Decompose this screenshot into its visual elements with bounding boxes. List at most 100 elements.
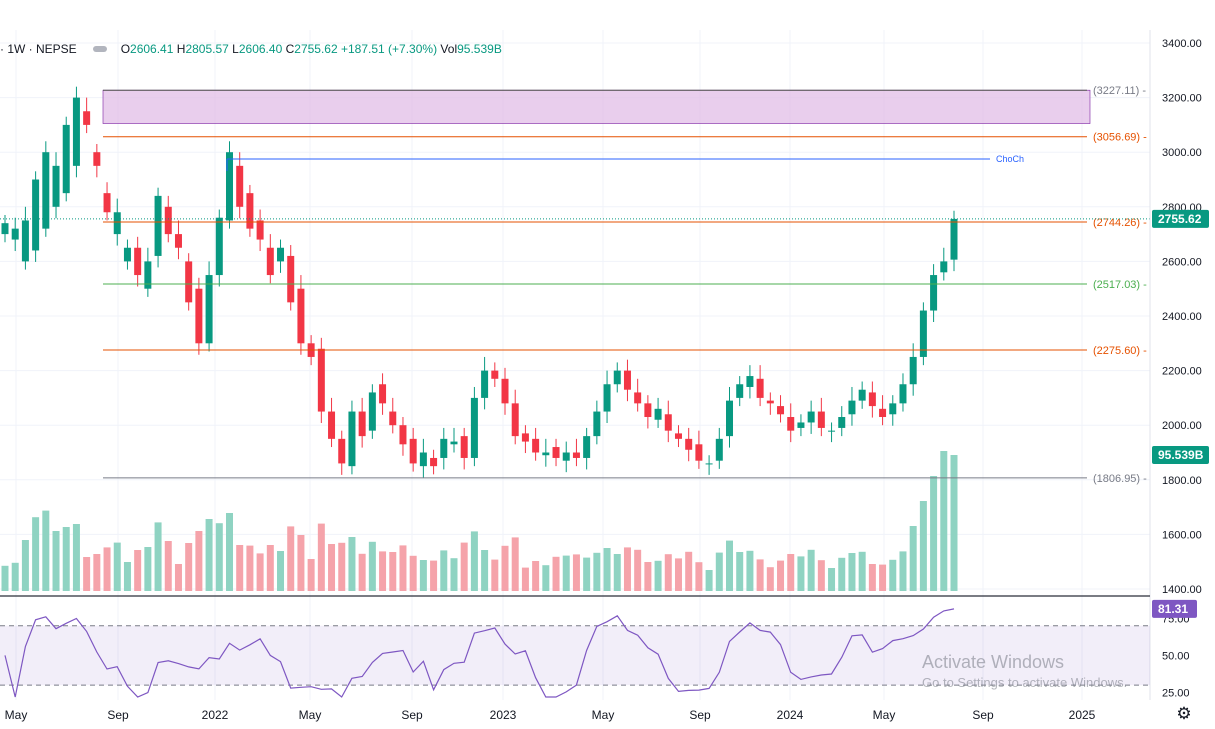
candle-body[interactable] <box>246 193 254 229</box>
candle-body[interactable] <box>511 403 519 437</box>
candle-body[interactable] <box>470 397 478 458</box>
candle-body[interactable] <box>481 370 489 398</box>
candle-body[interactable] <box>205 275 213 344</box>
candle-body[interactable] <box>266 247 274 276</box>
candle-body[interactable] <box>919 310 927 357</box>
candle-body[interactable] <box>838 417 846 428</box>
time-axis[interactable]: May Sep 2022 May Sep 2023 May Sep 2024 May Sep 2025 <box>5 708 1096 722</box>
candlestick-series[interactable] <box>1 86 958 478</box>
candle-body[interactable] <box>746 376 754 387</box>
symbol-label[interactable]: · 1W · NEPSE <box>0 42 77 56</box>
candle-body[interactable] <box>11 228 19 240</box>
candle-body[interactable] <box>879 408 887 418</box>
candle-body[interactable] <box>848 400 856 415</box>
candle-body[interactable] <box>460 436 468 458</box>
candle-body[interactable] <box>1 223 9 235</box>
candle-body[interactable] <box>21 220 29 262</box>
candle-body[interactable] <box>440 438 448 458</box>
candle-body[interactable] <box>787 417 795 431</box>
candle-body[interactable] <box>756 378 764 398</box>
candle-body[interactable] <box>521 433 529 442</box>
candle-body[interactable] <box>409 438 417 464</box>
candle-body[interactable] <box>215 217 223 276</box>
candle-body[interactable] <box>154 195 162 256</box>
candle-body[interactable] <box>695 444 703 461</box>
collapse-pill-icon[interactable] <box>92 46 107 53</box>
candle-body[interactable] <box>368 392 376 431</box>
candle-body[interactable] <box>817 411 825 428</box>
candle-body[interactable] <box>93 152 101 166</box>
candle-body[interactable] <box>950 218 958 260</box>
candle-body[interactable] <box>501 378 509 404</box>
candle-body[interactable] <box>277 247 285 262</box>
candle-body[interactable] <box>144 261 152 289</box>
candle-body[interactable] <box>583 436 591 458</box>
candle-body[interactable] <box>358 411 366 437</box>
candle-body[interactable] <box>32 179 40 251</box>
candle-body[interactable] <box>613 370 621 385</box>
candle-body[interactable] <box>766 400 774 404</box>
candle-body[interactable] <box>542 452 550 456</box>
candle-body[interactable] <box>328 411 336 439</box>
candle-body[interactable] <box>674 433 682 439</box>
candle-body[interactable] <box>297 288 305 344</box>
candle-body[interactable] <box>797 422 805 428</box>
last-price-badge[interactable] <box>1152 209 1209 228</box>
candle-body[interactable] <box>685 438 693 450</box>
candle-body[interactable] <box>623 370 631 390</box>
candle-body[interactable] <box>828 430 836 432</box>
candle-body[interactable] <box>379 384 387 404</box>
candle-body[interactable] <box>644 403 652 418</box>
candle-body[interactable] <box>705 463 713 465</box>
candle-body[interactable] <box>72 97 80 166</box>
candle-body[interactable] <box>654 408 662 420</box>
candle-body[interactable] <box>348 411 356 467</box>
candle-body[interactable] <box>491 370 499 379</box>
candle-body[interactable] <box>593 411 601 437</box>
candle-body[interactable] <box>664 414 672 431</box>
rsi-last-badge[interactable] <box>1152 599 1197 618</box>
candle-body[interactable] <box>62 124 70 194</box>
candle-body[interactable] <box>134 247 142 276</box>
candle-body[interactable] <box>164 206 172 235</box>
candle-body[interactable] <box>113 212 121 235</box>
candle-body[interactable] <box>909 356 917 385</box>
candle-body[interactable] <box>52 165 60 207</box>
candle-body[interactable] <box>858 389 866 401</box>
candle-body[interactable] <box>777 406 785 415</box>
candle-body[interactable] <box>42 152 50 229</box>
candle-body[interactable] <box>603 384 611 412</box>
candle-body[interactable] <box>236 165 244 207</box>
candle-body[interactable] <box>726 400 734 437</box>
candle-body[interactable] <box>195 288 203 344</box>
candle-body[interactable] <box>256 220 264 240</box>
candle-body[interactable] <box>807 411 815 423</box>
rsi-line[interactable] <box>4 608 955 698</box>
candle-body[interactable] <box>889 403 897 415</box>
candle-body[interactable] <box>338 438 346 464</box>
candle-body[interactable] <box>389 411 397 426</box>
candle-body[interactable] <box>634 392 642 404</box>
candle-body[interactable] <box>430 457 438 467</box>
candle-body[interactable] <box>868 392 876 407</box>
candle-body[interactable] <box>185 261 193 303</box>
candle-body[interactable] <box>930 275 938 311</box>
candle-body[interactable] <box>532 438 540 453</box>
candle-body[interactable] <box>715 438 723 461</box>
candle-body[interactable] <box>552 447 560 458</box>
price-axis[interactable]: 3400.003200.003000.002800.002600.002400.… <box>1149 30 1209 700</box>
candle-body[interactable] <box>225 152 233 221</box>
candle-body[interactable] <box>174 234 182 248</box>
last-volume-badge[interactable] <box>1152 446 1209 464</box>
gear-icon[interactable]: ⚙ <box>1176 704 1192 723</box>
candle-body[interactable] <box>287 255 295 303</box>
candle-body[interactable] <box>736 384 744 398</box>
candle-body[interactable] <box>572 452 580 458</box>
candle-body[interactable] <box>450 441 458 445</box>
candle-body[interactable] <box>103 193 111 213</box>
candle-body[interactable] <box>399 425 407 445</box>
candle-body[interactable] <box>317 348 325 412</box>
candle-body[interactable] <box>83 111 91 125</box>
